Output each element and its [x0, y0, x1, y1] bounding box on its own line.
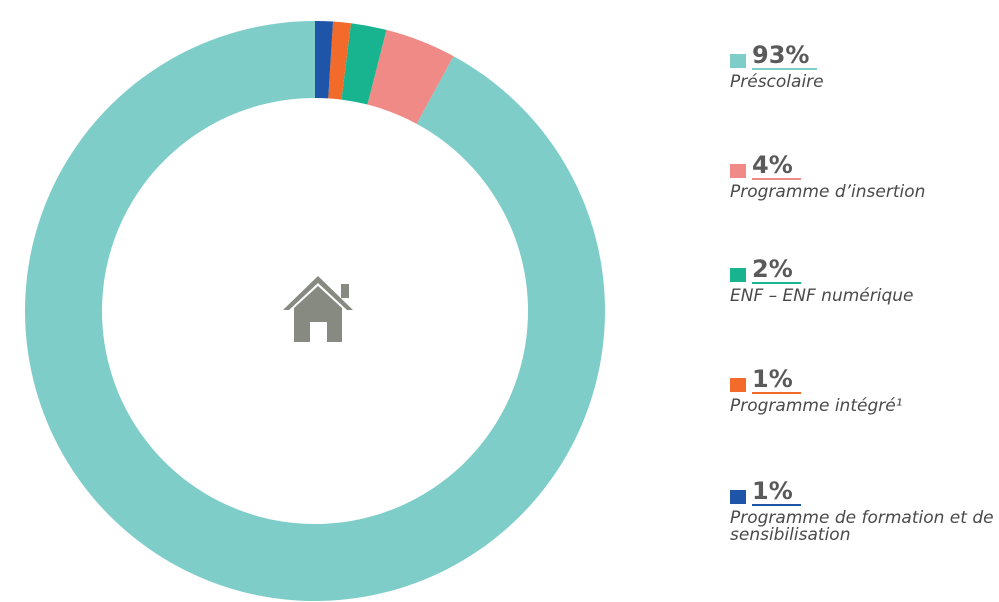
- legend-item: 2% ENF – ENF numérique: [730, 256, 998, 305]
- legend-swatch: [730, 54, 746, 68]
- data-label: 1%: [752, 478, 801, 506]
- legend-swatch: [730, 378, 746, 392]
- data-label: 4%: [752, 152, 801, 180]
- legend-item: 1% Programme intégré¹: [730, 366, 998, 415]
- legend-head: 93%: [730, 42, 998, 70]
- home-icon: [283, 276, 353, 342]
- legend-item: 4% Programme d’insertion: [730, 152, 998, 201]
- legend-label: ENF – ENF numérique: [730, 286, 914, 306]
- legend-item: 93% Préscolaire: [730, 42, 998, 91]
- legend-head: 4%: [730, 152, 998, 180]
- data-label: 93%: [752, 42, 818, 70]
- legend-swatch: [730, 164, 746, 178]
- legend-head: 1%: [730, 478, 998, 506]
- donut-segment: [367, 29, 454, 124]
- donut-segment: [341, 23, 387, 105]
- data-label: 1%: [752, 366, 801, 394]
- donut-segment: [328, 21, 351, 100]
- legend-label: Programme d’insertion: [730, 182, 926, 202]
- donut-segment: [315, 21, 334, 99]
- legend-label: Programme de formation et de sensibilisa…: [730, 508, 994, 545]
- legend-label: Préscolaire: [730, 72, 824, 92]
- data-label: 2%: [752, 256, 801, 284]
- legend-head: 1%: [730, 366, 998, 394]
- legend-label: Programme intégré¹: [730, 396, 903, 416]
- legend-swatch: [730, 490, 746, 504]
- legend-item: 1% Programme de formation et de sensibili…: [730, 478, 998, 544]
- legend-swatch: [730, 268, 746, 282]
- legend-head: 2%: [730, 256, 998, 284]
